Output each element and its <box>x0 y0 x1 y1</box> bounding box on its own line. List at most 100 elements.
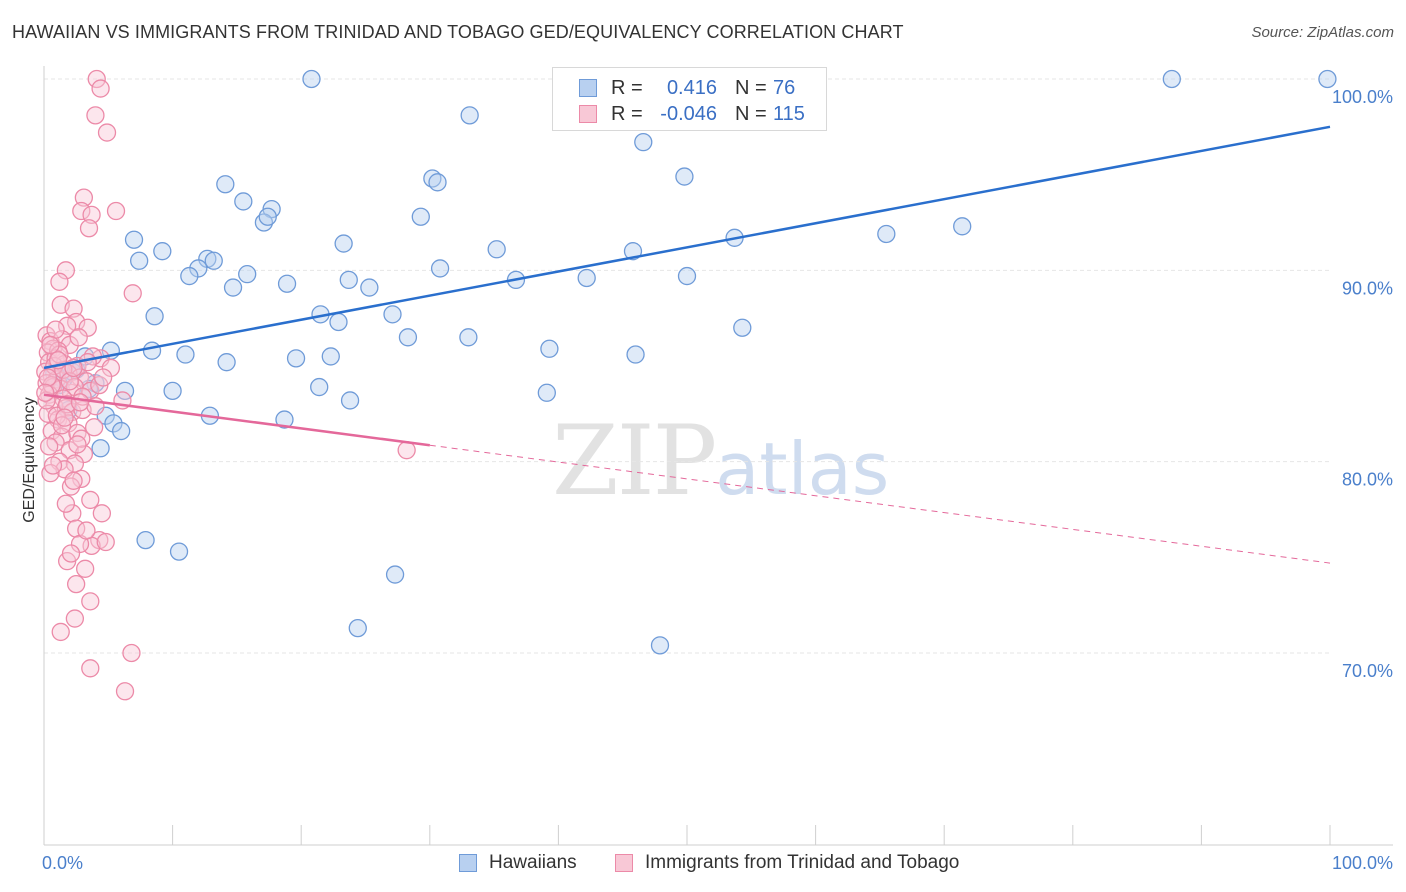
trinidad-point <box>106 201 126 221</box>
hawaiian-point <box>153 242 172 261</box>
hawaiian-point <box>540 339 559 358</box>
hawaiian-point <box>130 251 149 270</box>
trinidad-point <box>38 368 58 387</box>
hawaiian-point <box>217 353 236 372</box>
hawaiian-point <box>348 618 367 638</box>
trinidad-point <box>397 441 416 460</box>
hawaiian-point <box>953 217 972 236</box>
hawaiian-point <box>124 230 144 249</box>
trinidad-point <box>87 69 106 89</box>
trinidad-point <box>115 682 135 701</box>
hawaiian-point <box>104 414 123 433</box>
trinidad-point <box>50 272 69 291</box>
legend-swatch-pink <box>579 105 597 123</box>
series-legend: Hawaiians Immigrants from Trinidad and T… <box>0 852 1406 878</box>
trinidad-point <box>81 592 100 611</box>
hawaiian-point <box>650 636 670 655</box>
trinidad-point <box>36 383 55 402</box>
hawaiian-point <box>258 207 277 226</box>
watermark-atlas: atlas <box>715 427 890 511</box>
hawaiian-point <box>877 224 896 244</box>
trinidad-point <box>68 435 87 454</box>
legend-r-value: 0.416 <box>666 77 717 99</box>
trinidad-point <box>43 456 63 475</box>
hawaiian-point <box>277 274 297 293</box>
legend-n-value: 115 <box>773 103 805 125</box>
legend-r-label: R = <box>611 103 643 125</box>
hawaiian-point <box>136 530 155 550</box>
trinidad-point <box>74 188 94 207</box>
legend-label: Hawaiians <box>489 852 577 873</box>
chart-title: HAWAIIAN VS IMMIGRANTS FROM TRINIDAD AND… <box>12 22 904 42</box>
trinidad-point <box>123 284 142 303</box>
hawaiian-point <box>145 307 164 326</box>
hawaiian-point <box>180 266 199 286</box>
hawaiian-point <box>339 270 358 290</box>
hawaiian-point <box>112 421 131 441</box>
trinidad-point <box>97 123 117 142</box>
trinidad-point <box>64 299 83 318</box>
trinidad-point <box>81 490 100 510</box>
trinidad-point <box>56 494 76 513</box>
hawaiian-point <box>163 381 182 401</box>
legend-swatch-blue <box>579 79 597 97</box>
hawaiian-point <box>275 410 294 429</box>
legend-swatch-pink <box>615 854 633 872</box>
hawaiian-point <box>430 259 450 278</box>
trinidad-point <box>57 316 77 335</box>
trinidad-point <box>81 659 100 678</box>
trinidad-point <box>70 393 90 412</box>
hawaiian-point <box>537 383 556 402</box>
legend-row-hawaiians: R = 0.416 N = 76 <box>553 77 826 101</box>
trinidad-point <box>64 471 83 490</box>
hawaiian-point <box>383 305 402 324</box>
hawaiian-point <box>411 207 430 226</box>
trinidad-point <box>63 504 82 523</box>
hawaiian-point <box>91 439 110 458</box>
hawaiian-point <box>286 349 306 368</box>
trinidad-point <box>67 574 86 594</box>
legend-n-label: N = <box>735 103 767 125</box>
y-tick-label: 80.0% <box>1342 470 1393 490</box>
hawaiian-point <box>334 234 353 253</box>
trinidad-point <box>39 437 59 456</box>
hawaiian-point <box>142 341 162 360</box>
hawaiian-point <box>677 266 697 286</box>
hawaiian-point <box>675 167 694 186</box>
hawaiian-point <box>204 251 223 270</box>
hawaiian-point <box>360 278 379 297</box>
hawaiian-point <box>329 312 348 332</box>
trinidad-point <box>96 532 115 552</box>
source-note: Source: ZipAtlas.com <box>1251 24 1394 41</box>
legend-label: Immigrants from Trinidad and Tobago <box>645 852 960 873</box>
watermark-zip: ZIP <box>552 405 717 517</box>
trinidad-point <box>61 544 81 563</box>
x-tick-label: 100.0% <box>1332 853 1393 873</box>
legend-r-label: R = <box>611 77 643 99</box>
hawaiian-point <box>634 132 653 152</box>
trinidad-point <box>86 106 105 125</box>
hawaiian-point <box>385 565 405 584</box>
hawaiian-point <box>321 347 340 366</box>
hawaiian-point <box>216 175 235 194</box>
trinidad-point <box>82 205 101 224</box>
hawaiian-point <box>234 192 253 211</box>
hawaiian-point <box>733 318 752 337</box>
hawaiian-point <box>310 377 329 397</box>
trinidad-point <box>122 643 141 663</box>
trinidad-point <box>69 328 88 347</box>
hawaiian-point <box>238 265 257 284</box>
trinidad-point <box>56 261 76 280</box>
hawaiian-point <box>1162 69 1181 89</box>
trinidad-point <box>65 609 85 628</box>
x-tick-label: 0.0% <box>42 853 83 873</box>
trinidad-point <box>60 372 79 391</box>
trinidad-point <box>67 312 86 332</box>
hawaiian-trend-line <box>43 125 1331 370</box>
trinidad-trend-extension <box>429 444 1331 564</box>
trinidad-point <box>77 521 96 540</box>
trinidad-point <box>91 79 110 98</box>
trinidad-point <box>72 201 91 221</box>
trinidad-point <box>79 219 99 238</box>
